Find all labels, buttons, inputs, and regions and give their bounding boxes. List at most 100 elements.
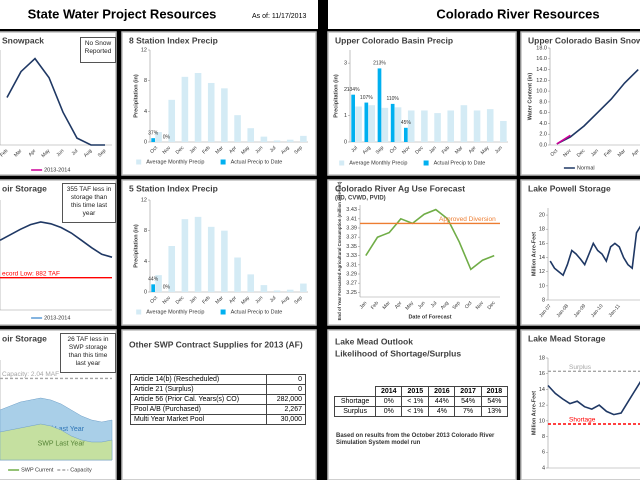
percent-label: 45% — [401, 120, 412, 126]
x-tick-label: Jan — [590, 148, 600, 158]
y-tick-label: 10 — [539, 418, 545, 424]
bar — [403, 127, 408, 142]
x-tick-label: Sep — [97, 148, 108, 159]
table-cell: 54% — [454, 396, 482, 407]
bar — [194, 216, 202, 292]
y-tick-label: 6 — [542, 450, 545, 456]
x-axis-label: Date of Forecast — [408, 314, 451, 320]
header-left — [0, 0, 318, 29]
bar — [151, 138, 156, 142]
legend-label: Actual Precip to Date — [434, 160, 486, 166]
bar — [368, 105, 376, 142]
table-cell: 2,267 — [265, 404, 307, 415]
y-tick-label: 12 — [141, 47, 147, 53]
x-tick-label: Oct — [549, 148, 559, 158]
x-tick-label: Oct — [149, 145, 159, 155]
y-tick-label: 0.0 — [539, 142, 547, 148]
y-tick-label: 4.0 — [539, 121, 547, 127]
panel — [520, 31, 640, 176]
note-box: 355 TAF less in storage than this time l… — [62, 183, 116, 223]
y-tick-label: 3.33 — [346, 253, 357, 259]
bar — [434, 113, 441, 142]
table-cell: Article 56 (Prior Cal. Years(s) CO) — [130, 394, 267, 405]
x-tick-label: Nov — [162, 295, 173, 306]
bar — [194, 73, 202, 142]
panel — [327, 179, 517, 326]
x-tick-label: Feb — [370, 300, 380, 311]
series-line — [556, 134, 571, 145]
legend-swatch — [220, 309, 226, 315]
row-header: Surplus — [333, 406, 377, 417]
y-tick-label: 3 — [344, 61, 347, 67]
x-tick-label: Feb — [0, 148, 10, 158]
x-tick-label: Oct — [149, 295, 159, 305]
x-tick-label: May — [240, 145, 251, 156]
legend-label: Capacity — [70, 467, 92, 473]
bar — [355, 106, 362, 142]
y-tick-label: 16.0 — [536, 56, 547, 62]
y-tick-label: 0 — [144, 289, 147, 295]
table-cell: 0% — [375, 396, 403, 407]
y-tick-label: 6.0 — [539, 110, 547, 116]
y-axis-label: Water Content (in) — [527, 73, 533, 121]
table-cell: 0 — [265, 374, 307, 385]
x-tick-label: Jul — [430, 300, 439, 309]
y-tick-label: 8 — [144, 78, 147, 84]
column-header: 2018 — [480, 386, 509, 397]
y-tick-label: 12 — [539, 269, 545, 275]
column-header: 2016 — [428, 386, 456, 397]
legend-swatch — [136, 159, 142, 165]
legend-swatch — [339, 160, 345, 166]
x-tick-label: Mar — [454, 145, 465, 156]
chart-title: Lake Mead Storage — [528, 333, 606, 343]
series-line — [556, 69, 639, 145]
table-cell: 4% — [428, 406, 456, 417]
panel — [121, 31, 317, 176]
bar — [221, 88, 228, 142]
x-tick-label: Apr — [228, 145, 238, 155]
legend-label: Average Monthly Precip — [146, 309, 204, 315]
x-tick-label: May — [404, 300, 415, 311]
legend-label: Normal — [577, 165, 595, 171]
table-header-row: 2014 2015 2016 2017 2018 — [335, 386, 509, 397]
x-tick-label: Feb — [201, 145, 211, 155]
x-tick-label: Mar — [617, 148, 628, 159]
bar — [390, 103, 395, 142]
table-cell: 7% — [454, 406, 482, 417]
table-subtitle: Likelihood of Shortage/Surplus — [335, 348, 461, 358]
table-cell: 30,000 — [265, 414, 307, 425]
bar — [234, 257, 241, 292]
y-tick-label: 0 — [344, 139, 347, 145]
table-cell: 13% — [480, 406, 509, 417]
y-tick-label: 14 — [539, 387, 545, 393]
y-tick-label: 3.41 — [346, 216, 357, 222]
y-tick-label: 18.0 — [536, 45, 547, 51]
y-tick-label: 2 — [344, 87, 347, 93]
bar — [260, 136, 268, 142]
table-cell: < 1% — [401, 396, 430, 407]
reference-label: Shortage — [569, 417, 596, 424]
table-corner — [335, 387, 376, 397]
table-cell: Article 14(b) (Rescheduled) — [130, 374, 267, 385]
x-tick-label: Jan — [359, 300, 369, 310]
outlook-table: 2014 2015 2016 2017 2018 Shortage 0% < 1% 44% 54%… — [333, 386, 509, 417]
y-axis-label: Million Acre-Feet — [531, 232, 537, 276]
series-line — [365, 208, 495, 271]
x-tick-label: Jun — [254, 295, 264, 305]
x-tick-label: Dec — [486, 300, 497, 311]
x-tick-label: Apr — [468, 145, 478, 155]
chart-title: 8 Station Index Precip — [129, 35, 218, 45]
bar — [155, 132, 162, 142]
chart-title: Colorado River Ag Use Forecast — [335, 183, 465, 193]
table-cell: < 1% — [401, 406, 430, 417]
bar — [207, 226, 215, 292]
x-tick-label: Dec — [175, 145, 186, 156]
x-tick-label: Sep — [375, 145, 386, 156]
table-cell: 0% — [375, 406, 403, 417]
bar — [500, 120, 507, 142]
bar — [155, 275, 162, 292]
bar — [486, 109, 494, 142]
x-tick-label: Aug — [83, 148, 94, 159]
chart-title: 5 Station Index Precip — [129, 183, 218, 193]
